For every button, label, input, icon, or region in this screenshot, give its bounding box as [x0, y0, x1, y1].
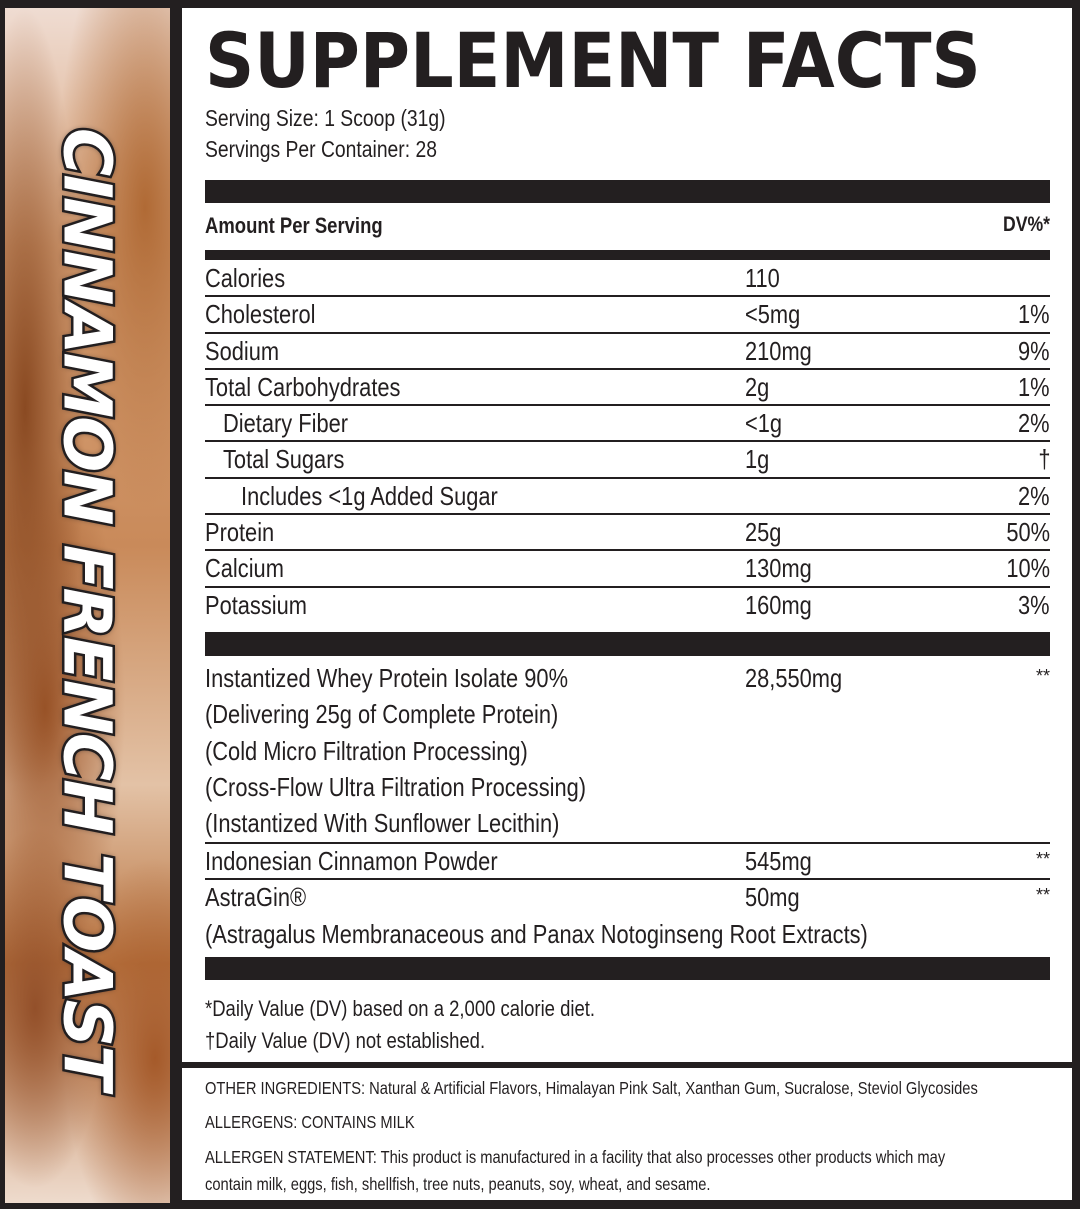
- divider-bar: [205, 250, 1050, 260]
- table-row: Dietary Fiber <1g 2%: [205, 406, 1050, 443]
- table-row: Total Carbohydrates 2g 1%: [205, 370, 1050, 407]
- table-row: Protein 25g 50%: [205, 515, 1050, 552]
- allergen-statement: ALLERGEN STATEMENT: This product is manu…: [205, 1147, 946, 1167]
- divider-bar: [205, 180, 1050, 203]
- servings-per-container: Servings Per Container: 28: [205, 136, 437, 162]
- table-row: Total Sugars 1g †: [205, 442, 1050, 479]
- allergens: ALLERGENS: CONTAINS MILK: [205, 1112, 415, 1132]
- footnote-not-established: †Daily Value (DV) not established.: [205, 1028, 486, 1053]
- divider-bar: [205, 957, 1050, 980]
- page-title: SUPPLEMENT FACTS: [205, 16, 981, 105]
- table-row: Indonesian Cinnamon Powder 545mg **: [205, 844, 1050, 881]
- other-ingredients: OTHER INGREDIENTS: Natural & Artificial …: [205, 1078, 978, 1098]
- amount-per-serving-header: Amount Per Serving: [205, 213, 383, 238]
- table-row: Includes <1g Added Sugar 2%: [205, 479, 1050, 516]
- flavor-image-strip: CINNAMON FRENCH TOAST: [5, 8, 170, 1203]
- table-row: Calories 110: [205, 261, 1050, 298]
- table-row: Calcium 130mg 10%: [205, 551, 1050, 588]
- ingredient-table: Instantized Whey Protein Isolate 90% (De…: [205, 661, 1050, 954]
- divider-bar: [205, 632, 1050, 656]
- table-row: AstraGin® (Astragalus Membranaceous and …: [205, 882, 1050, 949]
- footnote-dv: *Daily Value (DV) based on a 2,000 calor…: [205, 996, 596, 1021]
- table-row: Sodium 210mg 9%: [205, 334, 1050, 370]
- ingredients-allergens-panel: OTHER INGREDIENTS: Natural & Artificial …: [182, 1068, 1072, 1200]
- supplement-facts-panel: SUPPLEMENT FACTS Serving Size: 1 Scoop (…: [182, 8, 1072, 1062]
- table-row: Instantized Whey Protein Isolate 90% (De…: [205, 661, 1050, 844]
- allergen-statement-cont: contain milk, eggs, fish, shellfish, tre…: [205, 1174, 711, 1194]
- serving-size: Serving Size: 1 Scoop (31g): [205, 105, 446, 131]
- table-row: Potassium 160mg 3%: [205, 589, 1050, 620]
- nutrient-table: Calories 110 Cholesterol <5mg 1% Sodium 210m…: [205, 261, 1050, 624]
- flavor-label: CINNAMON FRENCH TOAST: [46, 125, 128, 1090]
- dv-header: DV%*: [1002, 213, 1050, 236]
- table-row: Cholesterol <5mg 1%: [205, 297, 1050, 334]
